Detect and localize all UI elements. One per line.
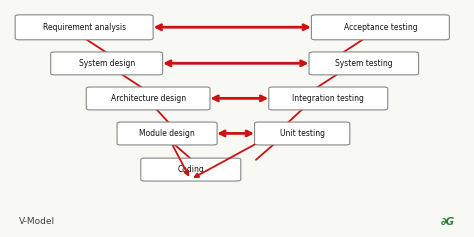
Text: Coding: Coding — [177, 165, 204, 174]
FancyBboxPatch shape — [311, 15, 449, 40]
FancyBboxPatch shape — [86, 87, 210, 110]
FancyBboxPatch shape — [51, 52, 163, 75]
Text: Requirement analysis: Requirement analysis — [43, 23, 126, 32]
Text: System design: System design — [79, 59, 135, 68]
FancyBboxPatch shape — [269, 87, 388, 110]
FancyBboxPatch shape — [15, 15, 153, 40]
Text: Acceptance testing: Acceptance testing — [344, 23, 417, 32]
Text: Architecture design: Architecture design — [110, 94, 186, 103]
FancyBboxPatch shape — [309, 52, 419, 75]
Text: System testing: System testing — [335, 59, 392, 68]
FancyBboxPatch shape — [255, 122, 350, 145]
FancyBboxPatch shape — [141, 158, 241, 181]
Text: Unit testing: Unit testing — [280, 129, 325, 138]
Text: ∂G: ∂G — [441, 217, 455, 227]
FancyBboxPatch shape — [117, 122, 217, 145]
Text: Module design: Module design — [139, 129, 195, 138]
Text: V-Model: V-Model — [19, 217, 55, 226]
Text: Integration testing: Integration testing — [292, 94, 364, 103]
